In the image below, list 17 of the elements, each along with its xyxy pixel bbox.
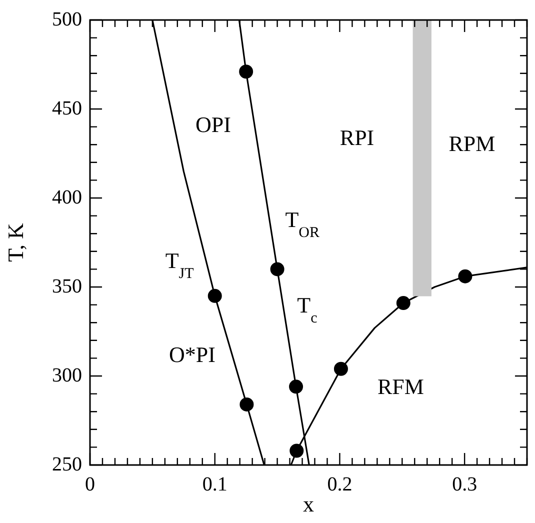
annotation: RPI (340, 125, 374, 150)
y-tick-label: 400 (52, 186, 82, 208)
x-tick-label: 0 (85, 473, 95, 496)
annotation: RPM (448, 130, 496, 156)
y-axis-title: T, K (2, 223, 28, 262)
x-tick-label: 0.1 (202, 473, 228, 496)
y-tick-label: 350 (52, 275, 82, 298)
y-tick-label: 250 (52, 453, 82, 476)
x-tick-label: 0.3 (452, 473, 478, 496)
x-axis-title: x (303, 492, 314, 517)
y-tick-label: 300 (52, 364, 82, 386)
y-tick-label: 500 (52, 8, 82, 30)
x-tick-label: 0.2 (327, 473, 352, 496)
annotation: O*PI (169, 342, 216, 368)
y-tick-label: 450 (52, 97, 82, 120)
annotation: RFM (377, 374, 424, 400)
annotation: OPI (196, 112, 231, 138)
